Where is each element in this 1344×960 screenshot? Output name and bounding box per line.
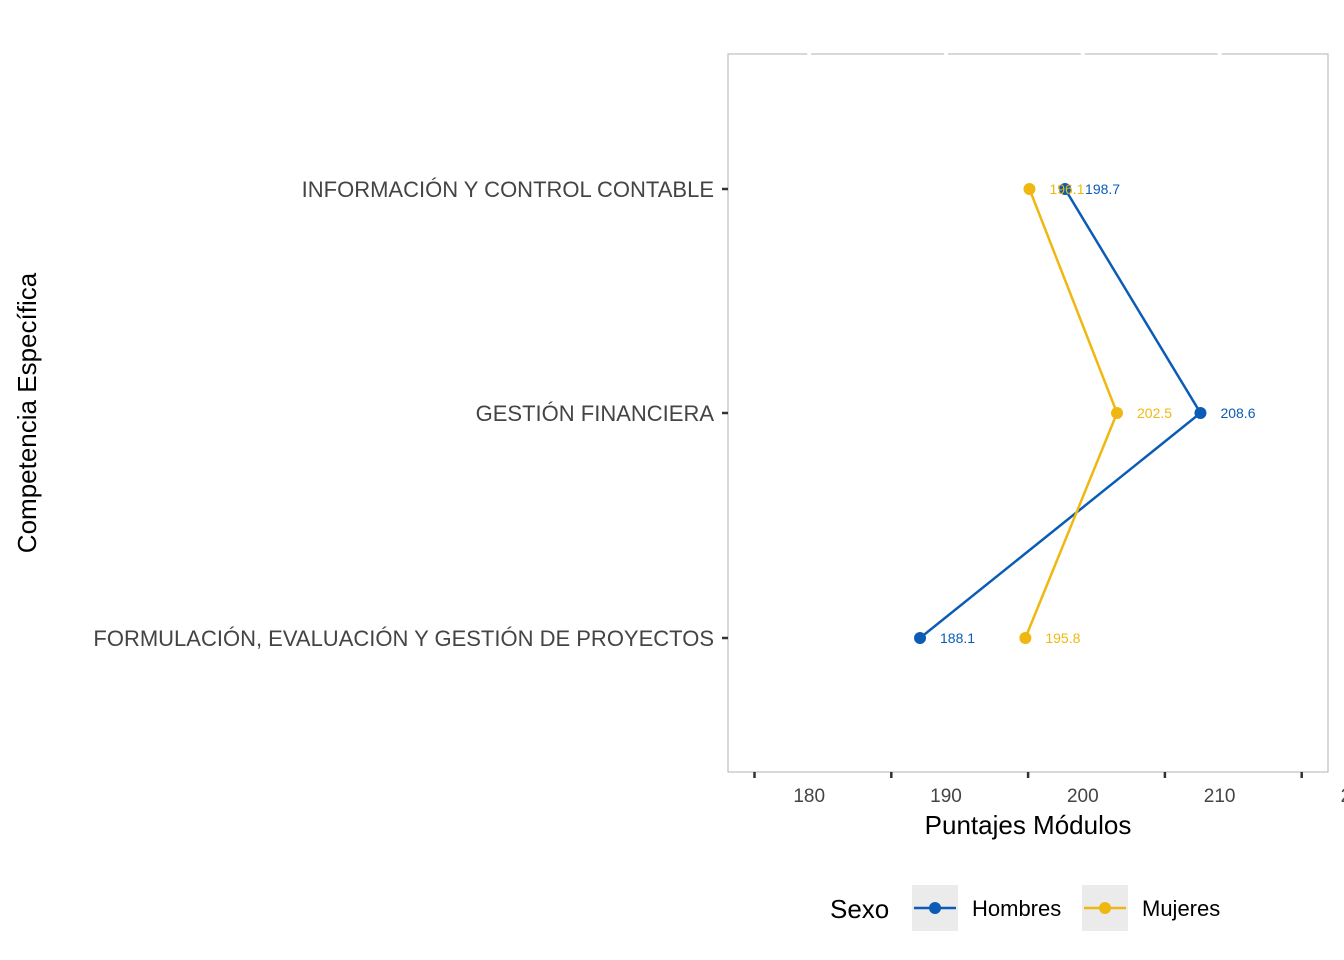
legend-title: Sexo <box>830 894 889 924</box>
y-category-label: GESTIÓN FINANCIERA <box>476 401 715 426</box>
plot-panel <box>727 53 1329 773</box>
y-axis: INFORMACIÓN Y CONTROL CONTABLE GESTIÓN FI… <box>93 177 728 651</box>
data-label-mujeres: 202.5 <box>1137 405 1172 421</box>
legend-key-point <box>1099 902 1111 914</box>
x-tick-label: 180 <box>793 786 825 807</box>
x-tick-label: 200 <box>1067 786 1099 807</box>
data-point-hombres <box>1194 407 1207 419</box>
data-label-mujeres: 195.8 <box>1045 630 1080 646</box>
series-layer: 198.7 208.6 188.1 196.1 202.5 195.8 <box>914 181 1256 646</box>
y-axis-title: Competencia Específica <box>12 272 42 553</box>
data-point-hombres <box>914 632 927 644</box>
legend-label-hombres: Hombres <box>972 896 1061 921</box>
data-label-hombres: 188.1 <box>940 630 975 646</box>
data-label-hombres: 208.6 <box>1220 405 1255 421</box>
x-axis: 180 190 200 210 220 <box>753 53 1344 807</box>
data-label-hombres: 198.7 <box>1085 181 1120 197</box>
legend-key-point <box>929 902 941 914</box>
data-point-mujeres <box>1019 632 1032 644</box>
x-tick-label: 190 <box>930 786 962 807</box>
x-tick-label: 210 <box>1204 786 1236 807</box>
legend-label-mujeres: Mujeres <box>1142 896 1220 921</box>
legend-items: Hombres Mujeres <box>912 885 1220 931</box>
data-point-hombres <box>1059 183 1072 195</box>
x-tick-label: 220 <box>1341 786 1344 807</box>
legend: Sexo Hombres Mujeres <box>830 885 1220 931</box>
y-category-label: INFORMACIÓN Y CONTROL CONTABLE <box>302 177 714 202</box>
data-label-mujeres: 196.1 <box>1049 181 1084 197</box>
data-point-mujeres <box>1023 183 1036 195</box>
data-point-mujeres <box>1111 407 1124 419</box>
y-category-label: FORMULACIÓN, EVALUACIÓN Y GESTIÓN DE PRO… <box>93 626 714 651</box>
x-axis-title: Puntajes Módulos <box>925 810 1132 840</box>
